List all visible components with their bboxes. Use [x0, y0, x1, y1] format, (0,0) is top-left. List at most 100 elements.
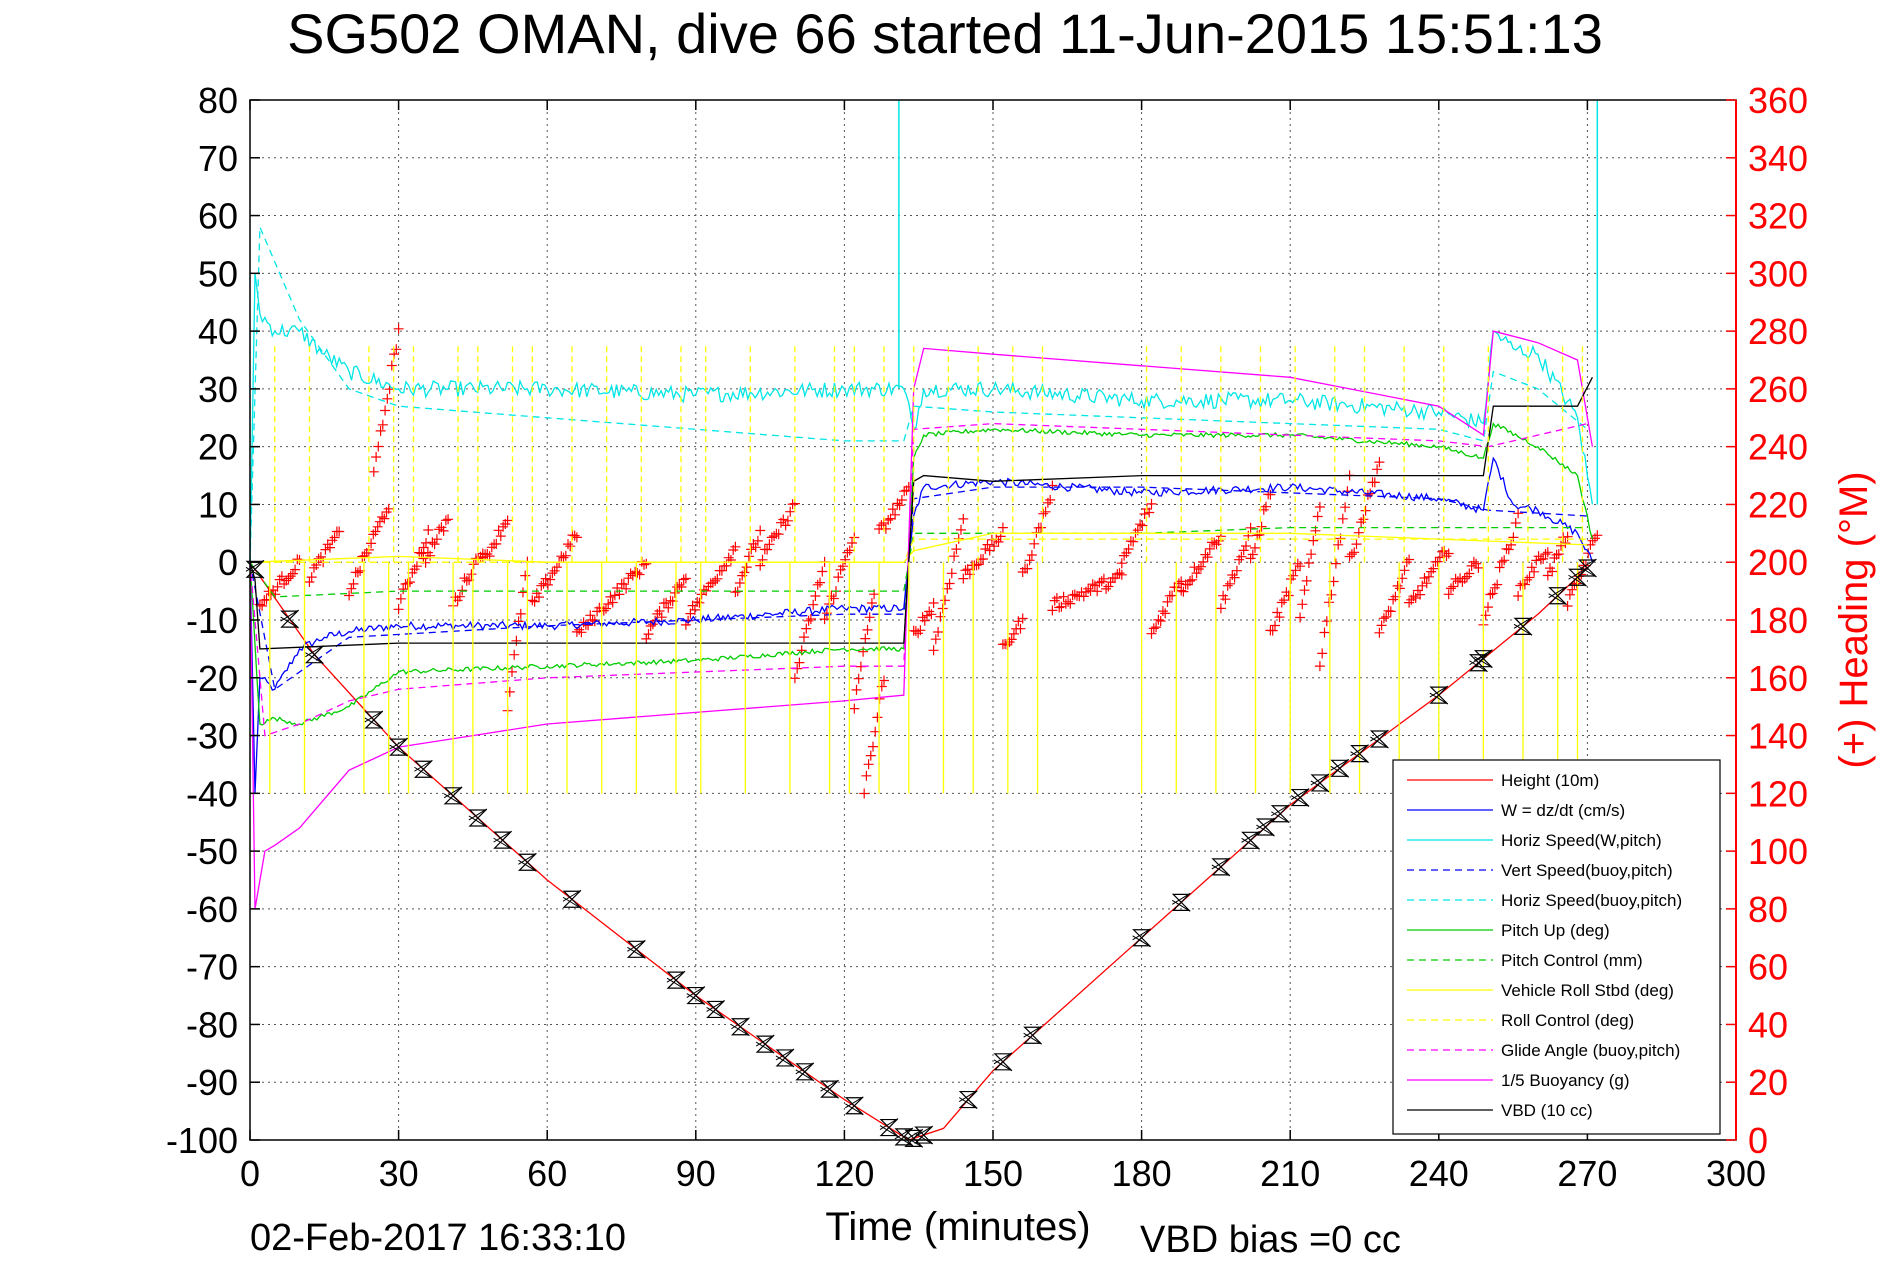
height-marker-cross: [1256, 817, 1275, 837]
heading-marker: [1238, 545, 1249, 556]
heading-marker: [944, 578, 955, 589]
x-tick-label: 210: [1260, 1153, 1320, 1194]
height-marker-cross: [518, 852, 537, 872]
heading-marker: [840, 554, 851, 565]
heading-marker: [956, 524, 966, 535]
heading-marker: [851, 684, 862, 695]
heading-marker: [1220, 594, 1231, 605]
heading-marker: [1346, 549, 1357, 560]
heading-marker: [276, 571, 287, 582]
heading-marker: [1496, 556, 1507, 567]
heading-marker: [951, 544, 962, 555]
heading-marker: [746, 544, 757, 555]
height-marker-cross: [1211, 857, 1231, 877]
heading-marker: [689, 604, 700, 615]
heading-marker: [621, 583, 632, 594]
heading-marker: [782, 515, 793, 526]
height-marker-cross: [1548, 586, 1567, 606]
height-marker-cross: [1310, 773, 1330, 793]
height-marker-cross: [775, 1048, 795, 1068]
x-tick-label: 30: [379, 1153, 419, 1194]
heading-marker: [1029, 538, 1040, 549]
heading-marker: [527, 595, 538, 606]
heading-marker: [1583, 548, 1594, 559]
height-marker: [389, 738, 409, 756]
heading-marker: [1308, 535, 1319, 546]
heading-marker: [890, 509, 901, 520]
heading-marker: [569, 530, 580, 541]
heading-marker: [805, 614, 816, 624]
heading-marker: [1480, 610, 1491, 621]
heading-marker: [281, 575, 292, 586]
heading-marker: [536, 580, 547, 591]
heading-marker: [1204, 543, 1215, 554]
height-marker: [443, 787, 463, 805]
heading-marker: [821, 608, 832, 619]
heading-marker: [1464, 568, 1475, 579]
heading-marker: [1326, 589, 1337, 600]
heading-marker: [1374, 627, 1385, 638]
series-line: [249, 422, 1594, 727]
heading-marker: [872, 712, 883, 723]
heading-marker: [375, 425, 386, 436]
legend-box: [1392, 759, 1721, 1135]
series-line: [249, 526, 1588, 598]
heading-marker: [1270, 620, 1280, 631]
heading-marker: [405, 577, 415, 588]
y-tick-label: 50: [198, 253, 238, 294]
heading-marker: [1065, 598, 1076, 609]
heading-marker: [1542, 570, 1553, 581]
heading-marker: [1401, 557, 1412, 568]
heading-marker: [1049, 595, 1060, 606]
heading-marker: [382, 393, 393, 404]
height-marker-cross: [731, 1017, 750, 1037]
heading-marker: [1155, 616, 1166, 626]
heading-marker: [1146, 628, 1157, 639]
heading-marker: [803, 615, 814, 626]
heading-marker: [757, 554, 768, 565]
height-marker: [666, 971, 686, 989]
heading-marker: [922, 610, 932, 621]
heading-marker: [576, 627, 587, 638]
heading-marker: [993, 536, 1004, 547]
heading-marker: [560, 550, 571, 561]
footer-note: VBD bias =0 cc: [1140, 1219, 1401, 1261]
heading-marker: [1000, 639, 1011, 649]
heading-marker: [398, 584, 409, 595]
height-marker: [755, 1035, 775, 1053]
y-right-tick-label: 120: [1748, 773, 1808, 814]
heading-marker: [828, 593, 839, 604]
heading-marker: [1459, 573, 1470, 584]
height-marker: [413, 760, 433, 778]
legend-entry: Pitch Control (mm): [1501, 951, 1643, 970]
heading-marker: [1112, 569, 1123, 580]
heading-marker: [1250, 542, 1260, 553]
heading-marker: [320, 544, 331, 555]
heading-marker: [1372, 464, 1383, 475]
height-marker: [958, 1090, 978, 1109]
heading-marker: [1225, 578, 1235, 589]
series-line: [249, 456, 1594, 794]
heading-marker: [1176, 585, 1187, 596]
heading-marker: [311, 560, 322, 570]
heading-marker: [1173, 578, 1184, 589]
heading-marker: [880, 523, 891, 534]
height-marker: [364, 711, 384, 729]
heading-marker: [883, 515, 894, 525]
heading-marker: [306, 572, 317, 583]
y-right-tick-label: 320: [1748, 196, 1808, 237]
heading-marker: [1299, 585, 1310, 596]
heading-marker: [334, 526, 345, 537]
height-marker-cross: [755, 1034, 775, 1054]
x-tick-label: 60: [527, 1153, 567, 1194]
heading-marker: [1556, 540, 1566, 551]
y-tick-label: -80: [186, 1004, 238, 1045]
heading-marker: [654, 606, 665, 616]
heading-marker: [1483, 602, 1493, 613]
heading-marker: [329, 532, 340, 543]
heading-marker: [1215, 603, 1226, 614]
heading-marker: [1101, 583, 1112, 594]
heading-marker: [1503, 544, 1514, 555]
heading-marker: [1417, 580, 1428, 591]
heading-marker: [368, 466, 379, 477]
